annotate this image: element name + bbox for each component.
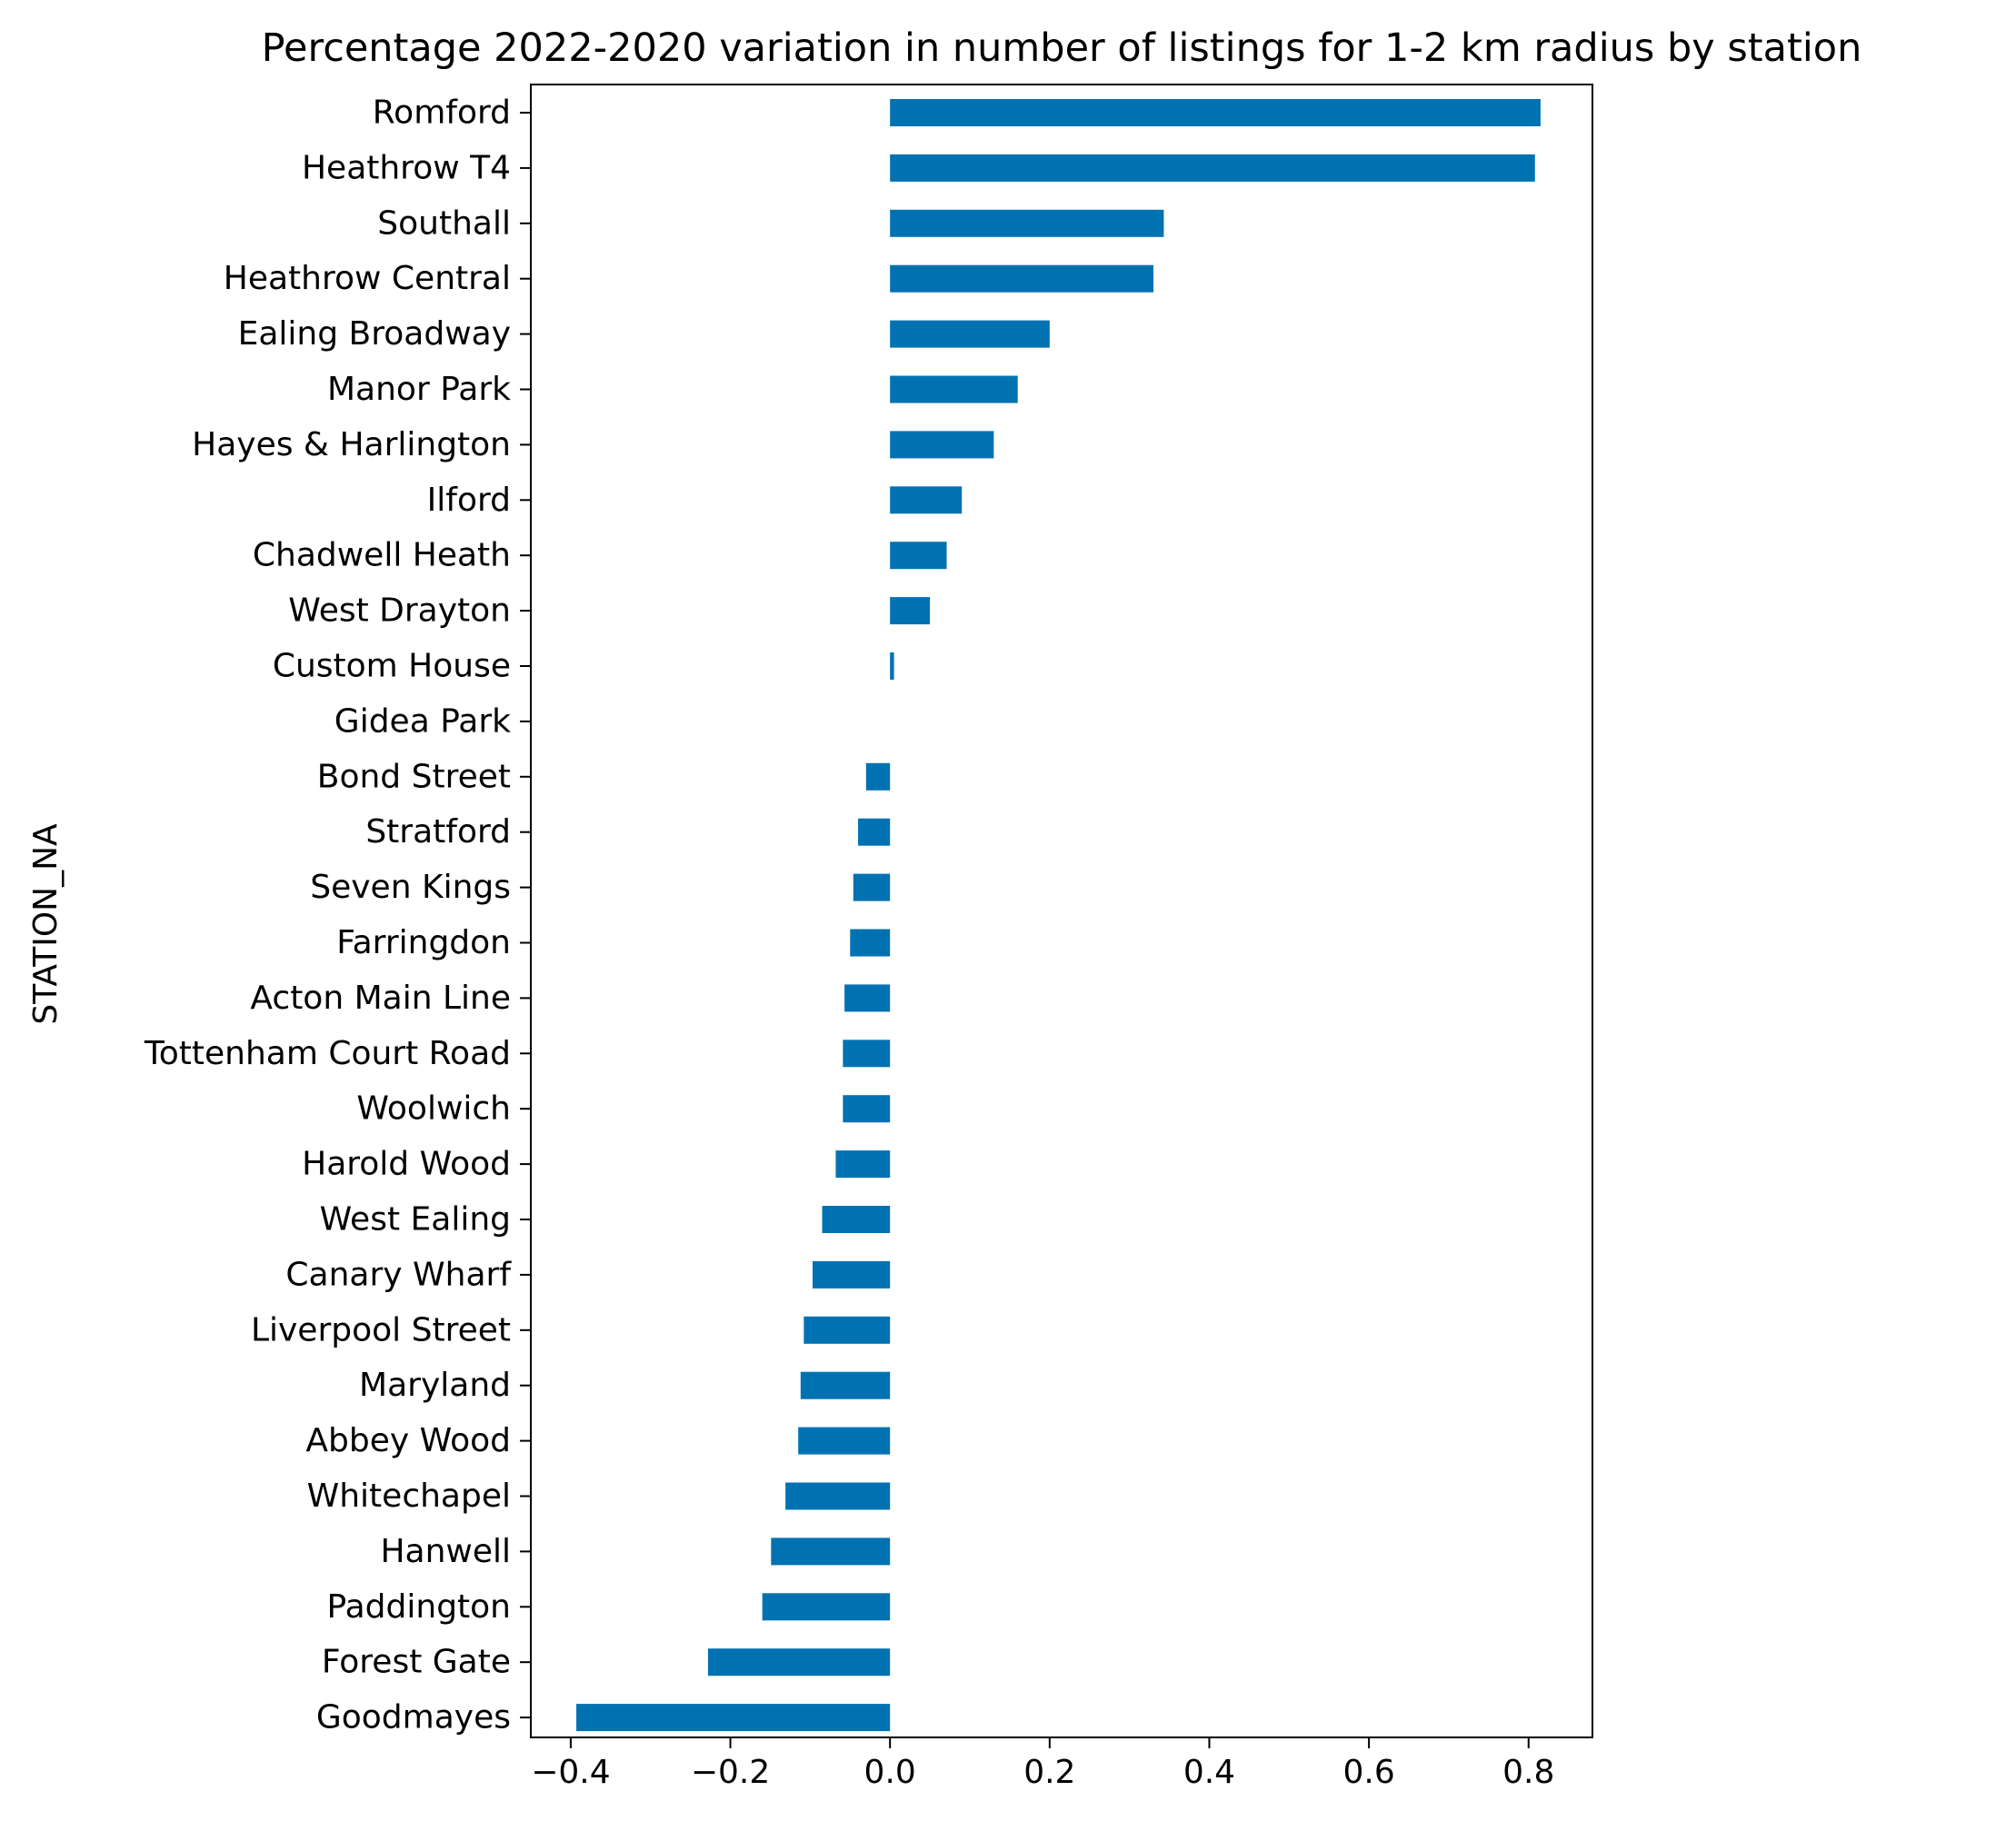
y-tick-label: Stratford	[365, 813, 511, 851]
y-tick-label: Whitechapel	[307, 1478, 511, 1515]
bar-romford	[890, 99, 1541, 126]
y-tick-label: Acton Main Line	[250, 980, 511, 1017]
x-tick-label: 0.4	[1183, 1754, 1235, 1791]
bar-forest-gate	[707, 1648, 891, 1677]
bar-woolwich	[843, 1095, 891, 1123]
y-tick-label: West Ealing	[320, 1201, 511, 1239]
y-tick-label: Hayes & Harlington	[192, 426, 511, 463]
bars-layer	[576, 99, 1541, 1732]
y-tick-label: Bond Street	[317, 758, 511, 795]
x-axis: −0.4 −0.2 0.0 0.2 0.4 0.6 0.8	[531, 1737, 1554, 1791]
bar-farringdon	[850, 929, 891, 957]
y-tick-label: Seven Kings	[310, 869, 511, 906]
bar-acton-main-line	[844, 984, 891, 1012]
y-tick-label: West Drayton	[288, 592, 511, 630]
bar-heathrow-central	[890, 264, 1153, 293]
y-tick-label: Manor Park	[327, 371, 511, 408]
bar-whitechapel	[785, 1482, 891, 1510]
x-tick-label: −0.2	[691, 1754, 770, 1791]
bar-bond-street	[865, 762, 891, 791]
y-tick-label: Heathrow Central	[224, 260, 511, 297]
y-tick-label: Tottenham Court Road	[144, 1035, 511, 1072]
bar-hayes-harlington	[890, 431, 994, 459]
y-tick-label: Chadwell Heath	[253, 537, 511, 574]
bar-liverpool-street	[803, 1316, 891, 1344]
chart-title: Percentage 2022-2020 variation in number…	[262, 25, 1862, 71]
bar-tottenham-court-road	[843, 1040, 891, 1068]
x-tick-label: 0.0	[864, 1754, 916, 1791]
x-tick-label: 0.6	[1342, 1754, 1394, 1791]
bar-southall	[890, 209, 1164, 237]
bar-hanwell	[771, 1537, 891, 1566]
y-tick-label: Heathrow T4	[302, 149, 511, 186]
x-tick-label: 0.2	[1023, 1754, 1075, 1791]
y-tick-label: Maryland	[359, 1367, 511, 1404]
bar-manor-park	[890, 375, 1018, 403]
y-tick-label: Abbey Wood	[305, 1422, 511, 1459]
y-tick-label: Farringdon	[336, 924, 511, 961]
y-tick-label: Romford	[373, 95, 511, 132]
y-axis: Romford Heathrow T4 Southall Heathrow Centr…	[144, 95, 531, 1736]
y-tick-label: Hanwell	[380, 1533, 511, 1570]
y-tick-label: Harold Wood	[302, 1146, 511, 1183]
bar-west-drayton	[890, 597, 931, 625]
y-tick-label: Forest Gate	[322, 1644, 511, 1681]
bar-custom-house	[890, 652, 894, 680]
y-tick-label: Canary Wharf	[285, 1256, 512, 1293]
y-tick-label: Paddington	[327, 1588, 511, 1626]
y-tick-label: Custom House	[273, 648, 511, 685]
plot-frame	[530, 84, 1593, 1738]
bar-heathrow-t4	[890, 154, 1535, 182]
y-tick-label: Liverpool Street	[251, 1311, 511, 1348]
bar-ealing-broadway	[890, 320, 1050, 348]
y-tick-label: Ealing Broadway	[238, 315, 511, 353]
y-tick-label: Southall	[377, 204, 511, 242]
x-tick-label: 0.8	[1502, 1754, 1554, 1791]
bar-ilford	[890, 486, 963, 514]
y-tick-label: Woolwich	[356, 1090, 511, 1128]
bar-paddington	[762, 1593, 891, 1621]
y-axis-label: STATION_NA	[27, 823, 65, 1025]
bar-abbey-wood	[798, 1427, 891, 1455]
bar-goodmayes	[576, 1704, 891, 1732]
x-tick-label: −0.4	[531, 1754, 610, 1791]
y-tick-label: Gidea Park	[334, 702, 511, 740]
bar-canary-wharf	[813, 1260, 891, 1289]
y-tick-label: Ilford	[427, 482, 511, 519]
bar-stratford	[858, 818, 891, 846]
bar-harold-wood	[835, 1150, 891, 1179]
y-tick-label: Goodmayes	[316, 1699, 511, 1736]
bar-maryland	[800, 1371, 891, 1399]
bar-west-ealing	[822, 1206, 891, 1233]
bar-chadwell-heath	[890, 542, 947, 570]
bar-seven-kings	[853, 873, 891, 901]
